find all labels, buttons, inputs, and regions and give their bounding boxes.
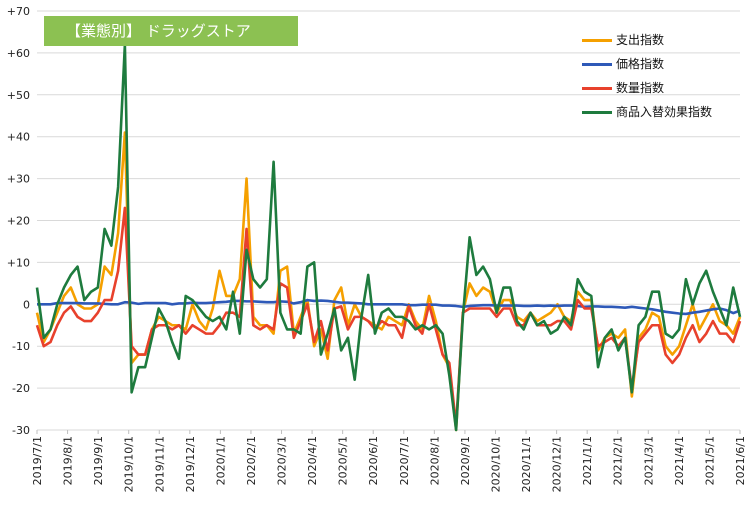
- x-tick-label: 2020/9/1: [459, 436, 472, 485]
- x-tick-label: 2020/2/1: [245, 436, 258, 485]
- x-tick-label: 2019/7/1: [31, 436, 44, 485]
- legend-label-expenditure: 支出指数: [616, 33, 665, 47]
- x-tick-label: 2020/4/1: [306, 436, 319, 485]
- legend: 支出指数 価格指数 数量指数 商品入替効果指数: [582, 32, 712, 128]
- y-tick-label: +60: [7, 47, 30, 60]
- x-axis-tick-labels: 2019/7/1 2019/8/1 2019/9/1 2019/10/1 2019/11…: [31, 430, 745, 492]
- y-tick-label: 0: [23, 298, 30, 311]
- y-tick-label: -10: [12, 340, 30, 353]
- x-tick-label: 2020/10/1: [489, 436, 502, 492]
- y-tick-label: +70: [7, 5, 30, 18]
- y-tick-label: -30: [12, 424, 30, 437]
- legend-label-price: 価格指数: [616, 57, 665, 71]
- legend-swatch-price: [582, 63, 612, 66]
- x-tick-label: 2020/5/1: [337, 436, 350, 485]
- x-tick-label: 2019/12/1: [184, 436, 197, 492]
- x-tick-label: 2021/1/1: [581, 436, 594, 485]
- x-tick-label: 2020/3/1: [276, 436, 289, 485]
- x-tick-label: 2020/7/1: [398, 436, 411, 485]
- x-tick-label: 2019/11/1: [153, 436, 166, 492]
- legend-item-price: 価格指数: [582, 56, 712, 80]
- x-tick-label: 2020/12/1: [551, 436, 564, 492]
- legend-item-quantity: 数量指数: [582, 80, 712, 104]
- series-line-expenditure: [35, 131, 742, 432]
- y-axis-tick-labels: -30 -20 -10 0 +10 +20 +30 +40 +50 +60 +70: [7, 5, 30, 437]
- x-tick-label: 2021/6/1: [734, 436, 745, 485]
- x-tick-label: 2020/11/1: [520, 436, 533, 492]
- y-tick-label: +50: [7, 89, 30, 102]
- series-line-product-replacement: [35, 43, 742, 432]
- x-tick-label: 2020/8/1: [428, 436, 441, 485]
- series-lines: [35, 43, 742, 432]
- legend-swatch-expenditure: [582, 39, 612, 42]
- x-tick-label: 2020/6/1: [367, 436, 380, 485]
- series-line-price: [37, 298, 741, 316]
- legend-item-product-replacement: 商品入替効果指数: [582, 104, 712, 128]
- chart-title: 【業態別】 ドラッグストア: [44, 16, 298, 46]
- x-tick-label: 2019/10/1: [123, 436, 136, 492]
- x-tick-label: 2019/9/1: [92, 436, 105, 485]
- legend-item-expenditure: 支出指数: [582, 32, 712, 56]
- legend-swatch-product-replacement: [582, 111, 612, 114]
- legend-label-quantity: 数量指数: [616, 81, 665, 95]
- legend-label-product-replacement: 商品入替効果指数: [616, 105, 713, 119]
- gridlines: [37, 10, 740, 431]
- y-tick-label: +30: [7, 173, 30, 186]
- x-tick-label: 2021/5/1: [703, 436, 716, 485]
- y-tick-label: +10: [7, 256, 30, 269]
- x-tick-label: 2021/4/1: [673, 436, 686, 485]
- y-tick-label: -20: [12, 382, 30, 395]
- x-tick-label: 2021/2/1: [612, 436, 625, 485]
- x-tick-label: 2020/1/1: [214, 436, 227, 485]
- x-tick-label: 2019/8/1: [62, 436, 75, 485]
- y-tick-label: +40: [7, 131, 30, 144]
- y-tick-label: +20: [7, 215, 30, 228]
- x-tick-label: 2021/3/1: [642, 436, 655, 485]
- legend-swatch-quantity: [582, 87, 612, 90]
